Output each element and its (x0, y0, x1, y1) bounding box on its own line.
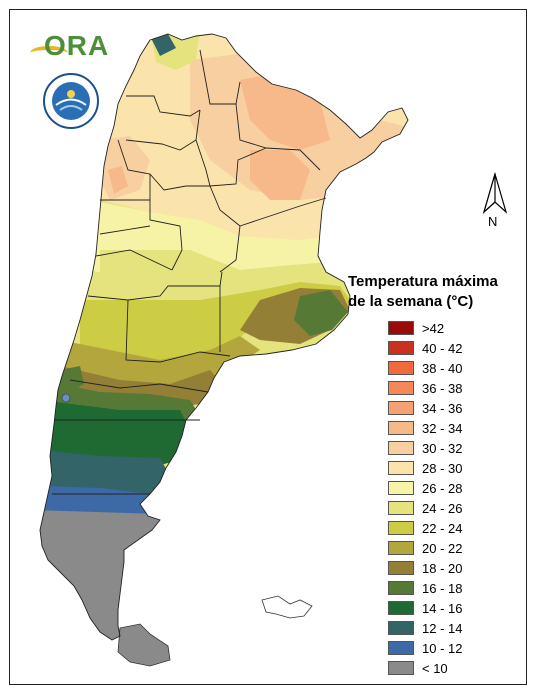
legend-item: 38 - 40 (388, 358, 462, 378)
legend-item: 12 - 14 (388, 618, 462, 638)
north-arrow-icon (480, 171, 510, 232)
legend-swatch (388, 561, 414, 575)
legend-swatch (388, 341, 414, 355)
legend-item: 32 - 34 (388, 418, 462, 438)
legend-title-line1: Temperatura máxima (348, 273, 498, 290)
legend-swatch (388, 661, 414, 675)
legend-label: 20 - 22 (422, 540, 463, 556)
legend-title: Temperatura máxima de la semana (°C) (348, 272, 538, 312)
legend-swatch (388, 501, 414, 515)
legend-swatch (388, 461, 414, 475)
province-boundaries (39, 33, 409, 641)
islas-malvinas (261, 595, 313, 619)
legend-label: 14 - 16 (422, 600, 463, 616)
logo-swoosh-icon (30, 46, 68, 60)
legend: >42 40 - 42 38 - 40 36 - 38 34 - 36 32 - 34 30… (388, 318, 462, 678)
legend-swatch (388, 361, 414, 375)
legend-item: 16 - 18 (388, 578, 462, 598)
legend-item: 22 - 24 (388, 518, 462, 538)
legend-label: 34 - 36 (422, 400, 463, 416)
tierra-del-fuego (117, 623, 171, 667)
legend-label: 30 - 32 (422, 440, 463, 456)
legend-title-line2: de la semana (°C) (348, 293, 474, 310)
legend-item: 40 - 42 (388, 338, 462, 358)
legend-label: 26 - 28 (422, 480, 463, 496)
legend-swatch (388, 321, 414, 335)
legend-label: 12 - 14 (422, 620, 463, 636)
legend-label: 22 - 24 (422, 520, 463, 536)
legend-label: 18 - 20 (422, 560, 463, 576)
legend-label: 40 - 42 (422, 340, 463, 356)
legend-swatch (388, 581, 414, 595)
legend-swatch (388, 441, 414, 455)
legend-item: 18 - 20 (388, 558, 462, 578)
smn-seal (42, 72, 100, 130)
legend-item: 26 - 28 (388, 478, 462, 498)
ora-logo-text: ORA (44, 30, 110, 61)
legend-swatch (388, 401, 414, 415)
legend-swatch (388, 641, 414, 655)
legend-label: 38 - 40 (422, 360, 463, 376)
legend-swatch (388, 601, 414, 615)
legend-swatch (388, 381, 414, 395)
legend-swatch (388, 421, 414, 435)
ora-logo: ORA (30, 30, 110, 64)
legend-item: 28 - 30 (388, 458, 462, 478)
legend-item: 20 - 22 (388, 538, 462, 558)
legend-item: < 10 (388, 658, 462, 678)
legend-label: 24 - 26 (422, 500, 463, 516)
lake-marker (61, 393, 71, 403)
legend-label: 32 - 34 (422, 420, 463, 436)
legend-item: 30 - 32 (388, 438, 462, 458)
legend-item: 14 - 16 (388, 598, 462, 618)
legend-item: 36 - 38 (388, 378, 462, 398)
legend-swatch (388, 541, 414, 555)
legend-item: 10 - 12 (388, 638, 462, 658)
legend-swatch (388, 481, 414, 495)
legend-item: 34 - 36 (388, 398, 462, 418)
legend-item: 24 - 26 (388, 498, 462, 518)
legend-swatch (388, 521, 414, 535)
legend-label: >42 (422, 320, 445, 336)
legend-label: 28 - 30 (422, 460, 463, 476)
north-label: N (488, 214, 498, 229)
legend-swatch (388, 621, 414, 635)
legend-label: < 10 (422, 660, 448, 676)
legend-label: 16 - 18 (422, 580, 463, 596)
legend-item: >42 (388, 318, 462, 338)
legend-label: 36 - 38 (422, 380, 463, 396)
legend-label: 10 - 12 (422, 640, 463, 656)
